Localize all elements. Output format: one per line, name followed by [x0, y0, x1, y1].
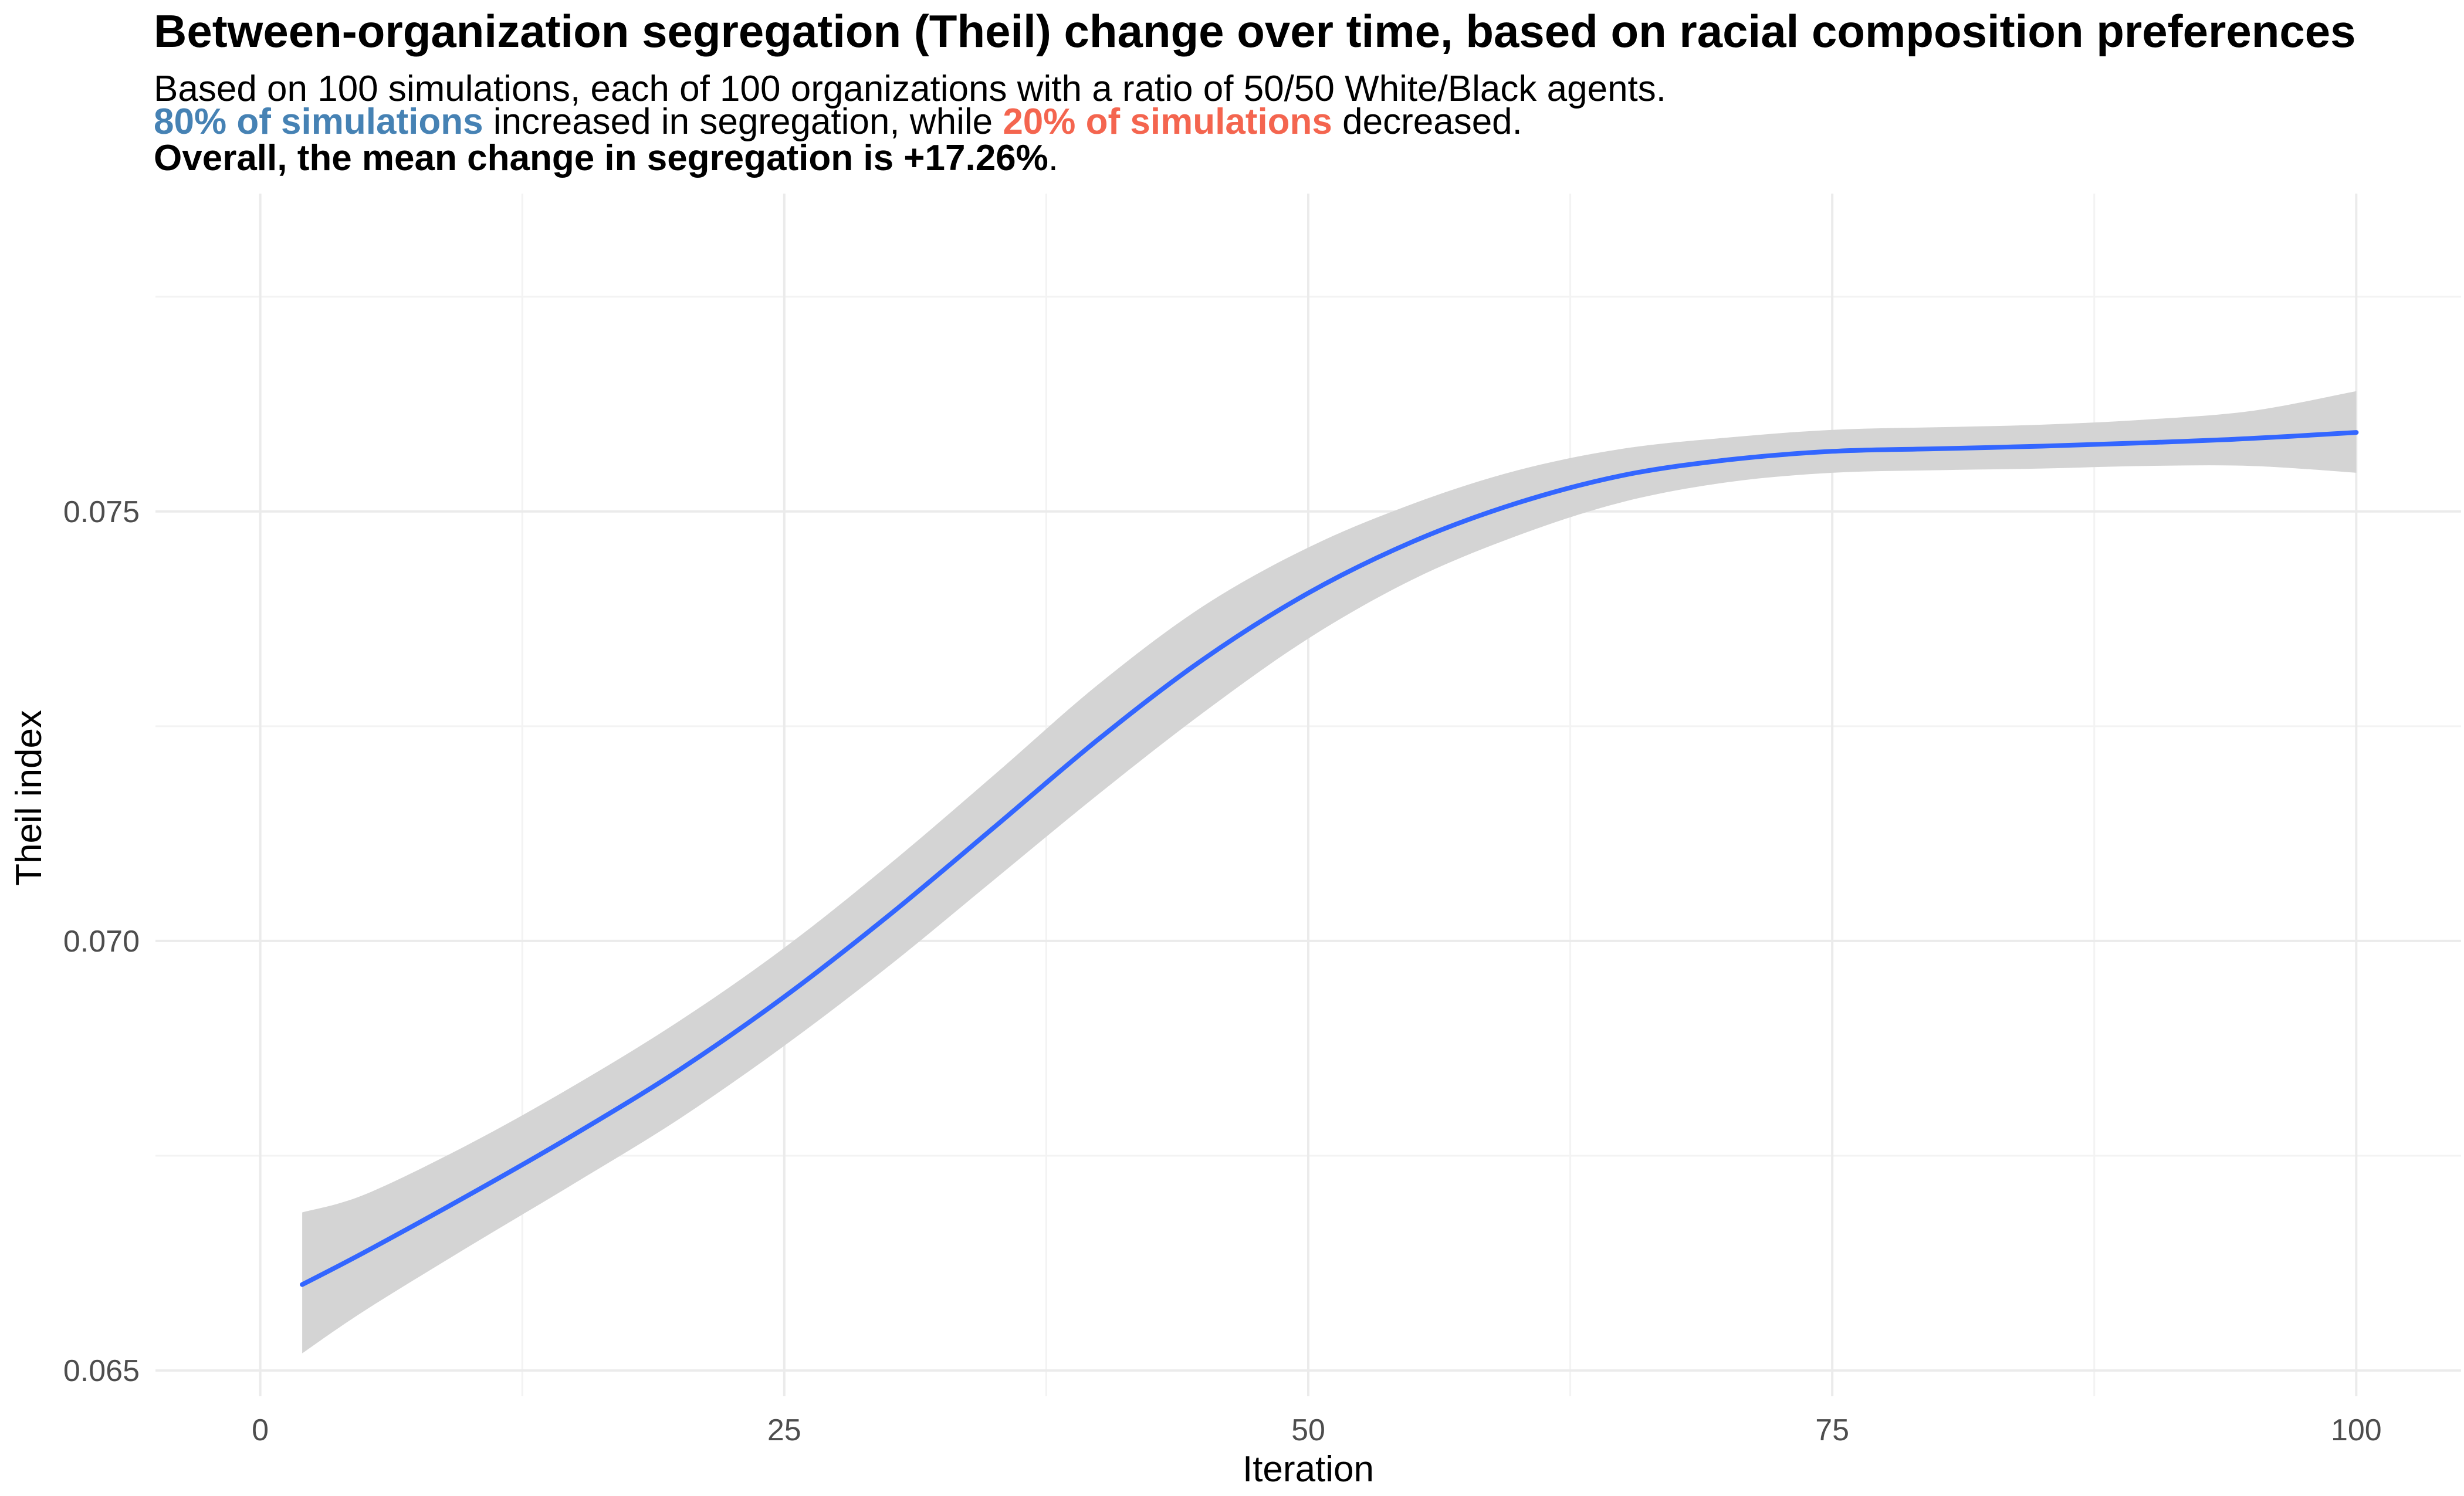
x-tick-label: 50	[1291, 1413, 1325, 1447]
trend-line	[300, 430, 2359, 1287]
chart-title: Between-organization segregation (Theil)…	[154, 5, 2356, 57]
subtitle-decrease-highlight: 20% of simulations	[1003, 101, 1332, 142]
subtitle-mean-change: Overall, the mean change in segregation …	[154, 138, 1048, 178]
y-axis-title: Theil index	[9, 710, 49, 886]
chart-subtitle-line2: 80% of simulations increased in segregat…	[154, 101, 1522, 142]
x-axis-ticks: 0 25 50 75 100	[252, 1413, 2382, 1447]
subtitle-mean-change-end: .	[1048, 138, 1058, 178]
smoothed-theil-line	[300, 430, 2359, 1287]
x-tick-label: 100	[2331, 1413, 2382, 1447]
chart-subtitle-line1: Based on 100 simulations, each of 100 or…	[154, 69, 1666, 109]
y-axis-ticks: 0.065 0.070 0.075	[63, 495, 140, 1388]
subtitle-increase-highlight: 80% of simulations	[154, 101, 483, 142]
y-tick-label: 0.065	[63, 1354, 140, 1388]
x-tick-label: 0	[252, 1413, 269, 1447]
chart-subtitle-line3: Overall, the mean change in segregation …	[154, 138, 1058, 178]
confidence-band	[302, 391, 2357, 1353]
x-tick-label: 25	[767, 1413, 801, 1447]
grid	[155, 194, 2461, 1396]
confidence-ribbon	[302, 391, 2357, 1353]
y-tick-label: 0.075	[63, 495, 140, 529]
x-tick-label: 75	[1815, 1413, 1849, 1447]
subtitle-end-text: decreased.	[1332, 101, 1522, 142]
subtitle-mid-text: increased in segregation, while	[483, 101, 1003, 142]
x-axis-title: Iteration	[1243, 1449, 1374, 1490]
y-tick-label: 0.070	[63, 925, 140, 959]
